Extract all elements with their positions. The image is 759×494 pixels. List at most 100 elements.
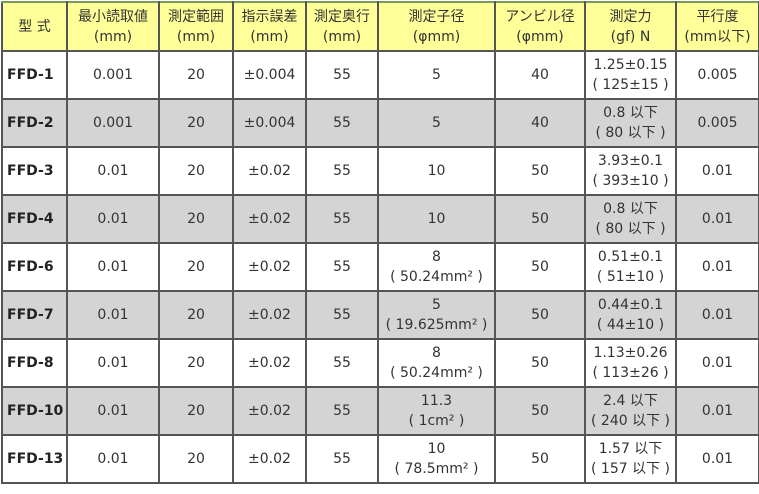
header-line-1: 測定奥行 [314,8,370,25]
cell-min: 0.01 [66,386,160,436]
cell-tip: 10( 78.5mm² ) [377,434,496,484]
cell-par: 0.01 [675,242,759,292]
cell-err: ±0.02 [232,434,307,484]
table-row: FFD-2 0.001 20 ±0.004 55 5 40 0.8 以下( 80 以下 ) 0.… [1,98,759,148]
cell-err: ±0.02 [232,242,307,292]
header-line-2: (mm) [250,28,289,45]
header-line-1: 平行度 [696,8,739,25]
cell-force: 0.8 以下( 80 以下 ) [584,194,677,244]
cell-tip: 11.3( 1cm² ) [377,386,496,436]
column-header: 最小読取値 (mm) [66,1,160,52]
table-row: FFD-6 0.01 20 ±0.02 55 8( 50.24mm² ) 50 0.51±0.… [1,242,759,292]
cell-tip: 5 [377,98,496,148]
header-line-1: 測定子径 [408,8,465,25]
header-line-2: (mm以下) [684,28,751,45]
table-row: FFD-10 0.01 20 ±0.02 55 11.3( 1cm² ) 50 2.4 以下(… [1,386,759,436]
cell-model: FFD-2 [1,98,68,148]
table-row: FFD-1 0.001 20 ±0.004 55 5 40 1.25±0.15( 125±15… [1,50,759,100]
header-line-1: アンビル径 [505,8,575,25]
cell-model: FFD-8 [1,338,68,388]
table-row: FFD-4 0.01 20 ±0.02 55 10 50 0.8 以下( 80 以下 ) 0.0… [1,194,759,244]
cell-depth: 55 [305,98,379,148]
cell-force: 2.4 以下( 240 以下 ) [584,386,677,436]
cell-range: 20 [158,194,234,244]
cell-depth: 55 [305,146,379,196]
header-line-1: 測定力 [609,8,652,25]
table-row: FFD-7 0.01 20 ±0.02 55 5( 19.625mm² ) 50 0.44±0… [1,290,759,340]
table-row: FFD-8 0.01 20 ±0.02 55 8( 50.24mm² ) 50 1.13±0.… [1,338,759,388]
cell-force: 3.93±0.1( 393±10 ) [584,146,677,196]
cell-model: FFD-1 [1,50,68,100]
cell-depth: 55 [305,50,379,100]
cell-err: ±0.004 [232,98,307,148]
cell-anvil: 50 [494,242,586,292]
column-header: 指示誤差 (mm) [232,1,307,52]
cell-err: ±0.02 [232,194,307,244]
cell-tip: 8( 50.24mm² ) [377,338,496,388]
spec-table: 型 式 最小読取値 (mm) 測定範囲 (mm) 指示誤差 (mm) 測定奥行 (mm) 測定子径… [1,1,759,484]
cell-depth: 55 [305,434,379,484]
cell-err: ±0.02 [232,290,307,340]
cell-depth: 55 [305,290,379,340]
cell-par: 0.01 [675,194,759,244]
cell-anvil: 50 [494,434,586,484]
header-line-2: (mm) [322,28,362,45]
cell-par: 0.01 [675,290,759,340]
cell-depth: 55 [305,386,379,436]
cell-err: ±0.004 [232,50,307,100]
column-header: 測定子径 (φmm) [377,1,496,52]
column-header: 型 式 [1,1,68,52]
header-line-2: (φmm) [516,28,564,45]
cell-range: 20 [158,50,234,100]
cell-err: ±0.02 [232,146,307,196]
cell-model: FFD-6 [1,242,68,292]
cell-min: 0.01 [66,338,160,388]
cell-par: 0.01 [675,338,759,388]
cell-tip: 5( 19.625mm² ) [377,290,496,340]
cell-depth: 55 [305,338,379,388]
column-header: 測定奥行 (mm) [305,1,379,52]
header-line-2: (φmm) [412,28,461,45]
header-line-2: (mm) [93,28,133,45]
cell-min: 0.01 [66,194,160,244]
cell-par: 0.01 [675,386,759,436]
cell-model: FFD-4 [1,194,68,244]
cell-model: FFD-13 [1,434,68,484]
cell-min: 0.01 [66,434,160,484]
cell-model: FFD-7 [1,290,68,340]
cell-par: 0.01 [675,434,759,484]
cell-model: FFD-3 [1,146,68,196]
cell-min: 0.001 [66,50,160,100]
cell-range: 20 [158,434,234,484]
cell-force: 1.57 以下( 157 以下 ) [584,434,677,484]
table-row: FFD-3 0.01 20 ±0.02 55 10 50 3.93±0.1( 393±10 )… [1,146,759,196]
header-line-1: 指示誤差 [241,8,298,25]
cell-min: 0.01 [66,242,160,292]
cell-anvil: 50 [494,194,586,244]
cell-anvil: 40 [494,98,586,148]
cell-par: 0.005 [675,98,759,148]
cell-force: 0.44±0.1( 44±10 ) [584,290,677,340]
column-header: 測定力 (gf) N [584,1,677,52]
cell-force: 1.25±0.15( 125±15 ) [584,50,677,100]
cell-tip: 8( 50.24mm² ) [377,242,496,292]
cell-range: 20 [158,242,234,292]
cell-err: ±0.02 [232,338,307,388]
header-line-1: 型 式 [18,18,51,35]
cell-anvil: 50 [494,146,586,196]
header-line-2: (gf) N [610,28,651,45]
header-line-1: 最小読取値 [78,8,148,25]
cell-anvil: 40 [494,50,586,100]
cell-anvil: 50 [494,338,586,388]
cell-anvil: 50 [494,290,586,340]
cell-min: 0.001 [66,98,160,148]
cell-range: 20 [158,290,234,340]
cell-par: 0.01 [675,146,759,196]
column-header: アンビル径 (φmm) [494,1,586,52]
cell-err: ±0.02 [232,386,307,436]
cell-depth: 55 [305,242,379,292]
cell-min: 0.01 [66,146,160,196]
cell-par: 0.005 [675,50,759,100]
column-header: 測定範囲 (mm) [158,1,234,52]
cell-anvil: 50 [494,386,586,436]
